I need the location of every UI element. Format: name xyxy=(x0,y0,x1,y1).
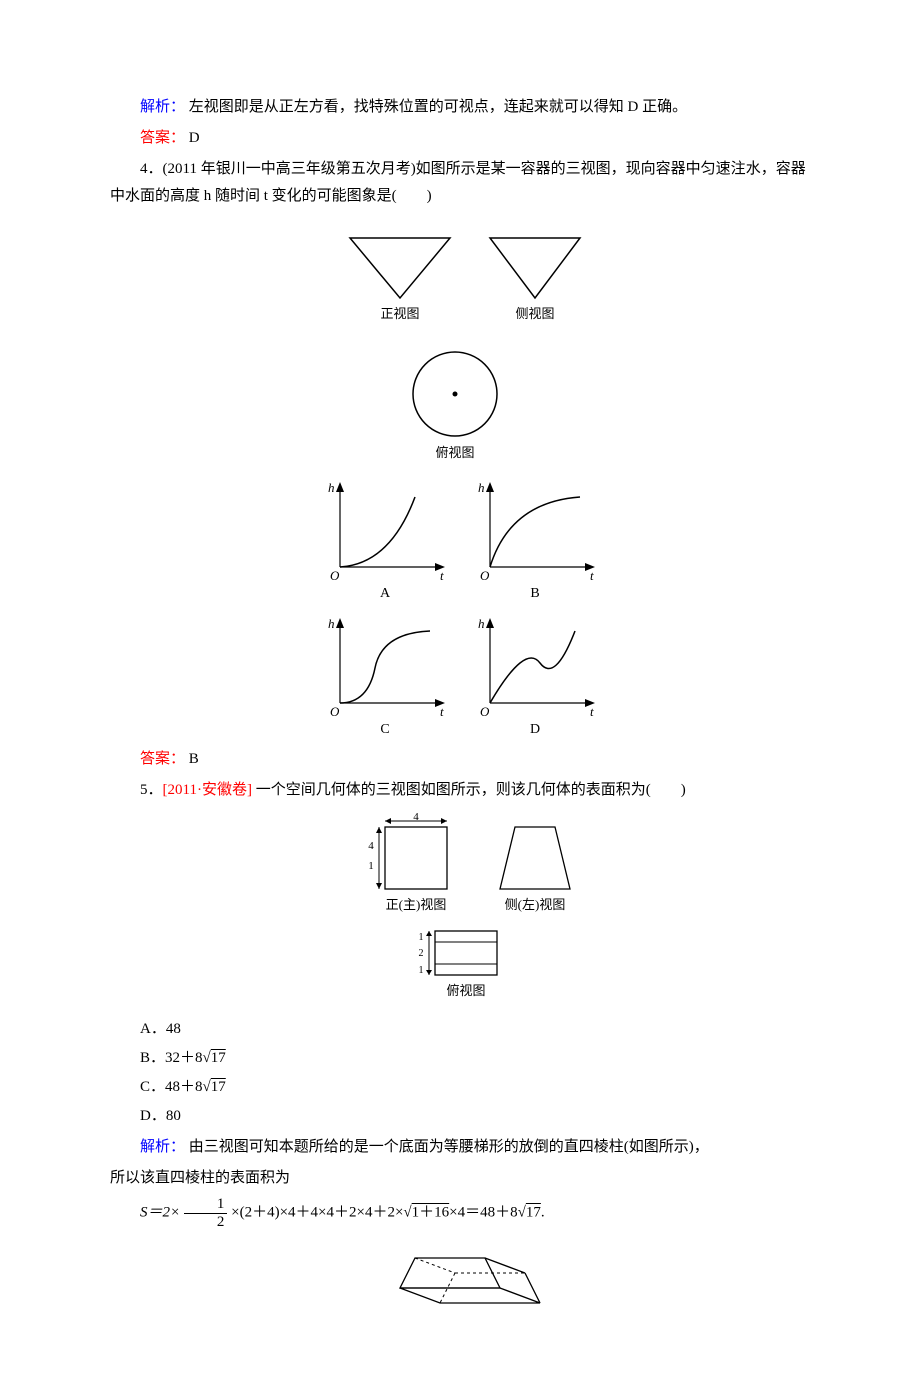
q5-text: 一个空间几何体的三视图如图所示，则该几何体的表面积为( ) xyxy=(252,782,686,798)
svg-text:侧(左)视图: 侧(左)视图 xyxy=(505,897,566,912)
svg-text:1: 1 xyxy=(419,965,424,976)
q5-source: [2011·安徽卷] xyxy=(163,782,252,798)
answer-label: 答案： xyxy=(140,130,185,146)
svg-text:t: t xyxy=(440,568,444,583)
svg-text:正(主)视图: 正(主)视图 xyxy=(386,897,447,912)
analysis-label: 解析： xyxy=(140,99,185,115)
svg-text:h: h xyxy=(328,616,335,631)
option-c: C．48＋8√17 xyxy=(140,1074,810,1101)
svg-text:2: 2 xyxy=(419,948,424,959)
analysis-text: 由三视图可知本题所给的是一个底面为等腰梯形的放倒的直四棱柱(如图所示)， xyxy=(189,1139,709,1155)
svg-text:O: O xyxy=(330,568,340,583)
front-side-view-svg: 正视图 侧视图 xyxy=(330,218,590,338)
answer-text: B xyxy=(189,751,199,767)
option-d: D．80 xyxy=(140,1103,810,1130)
front-label: 正视图 xyxy=(380,306,419,321)
question-5: 5．[2011·安徽卷] 一个空间几何体的三视图如图所示，则该几何体的表面积为(… xyxy=(110,777,810,804)
svg-text:1: 1 xyxy=(419,932,424,943)
q5-views-figure: 4 4 1 正(主)视图 侧(左)视图 1 2 1 俯视图 xyxy=(110,812,810,1008)
svg-text:O: O xyxy=(330,704,340,719)
option-a: A．48 xyxy=(140,1016,810,1043)
formula-5: S＝2× 1 2 ×(2＋4)×4＋4×4＋2×4＋2×√1＋16×4＝48＋8… xyxy=(110,1196,810,1230)
answer-4: 答案： B xyxy=(110,746,810,773)
answer-label: 答案： xyxy=(140,751,185,767)
svg-text:1: 1 xyxy=(368,860,374,872)
svg-text:O: O xyxy=(480,568,490,583)
svg-text:h: h xyxy=(478,616,485,631)
graphs-row-1: h t O A h t O B h t O C xyxy=(110,472,810,738)
svg-text:C: C xyxy=(380,722,389,737)
answer-text: D xyxy=(189,130,200,146)
q5-options: A．48 B．32＋8√17 C．48＋8√17 D．80 xyxy=(140,1016,810,1130)
svg-text:O: O xyxy=(480,704,490,719)
answer-1: 答案： D xyxy=(110,125,810,152)
fraction: 1 2 xyxy=(184,1196,228,1230)
svg-text:A: A xyxy=(380,586,391,601)
q5-prefix: 5． xyxy=(140,782,163,798)
analysis-1: 解析： 左视图即是从正左方看，找特殊位置的可视点，连起来就可以得知 D 正确。 xyxy=(110,94,810,121)
top-view-svg: 俯视图 xyxy=(395,344,525,464)
question-4: 4．(2011 年银川一中高三年级第五次月考)如图所示是某一容器的三视图，现向容… xyxy=(110,156,810,210)
side-label: 侧视图 xyxy=(515,306,554,321)
svg-text:B: B xyxy=(530,586,539,601)
analysis-text: 左视图即是从正左方看，找特殊位置的可视点，连起来就可以得知 D 正确。 xyxy=(189,99,687,115)
analysis-text2: 所以该直四棱柱的表面积为 xyxy=(110,1170,290,1186)
analysis-label: 解析： xyxy=(140,1139,185,1155)
top-label: 俯视图 xyxy=(435,445,474,460)
analysis-5b: 所以该直四棱柱的表面积为 xyxy=(110,1165,810,1192)
svg-text:t: t xyxy=(590,704,594,719)
q5-front-side-svg: 4 4 1 正(主)视图 侧(左)视图 xyxy=(325,812,595,917)
svg-text:h: h xyxy=(478,480,485,495)
svg-text:D: D xyxy=(530,722,540,737)
q4-text: 4．(2011 年银川一中高三年级第五次月考)如图所示是某一容器的三视图，现向容… xyxy=(110,161,806,204)
svg-text:俯视图: 俯视图 xyxy=(446,983,485,998)
svg-text:4: 4 xyxy=(413,812,419,823)
graphs-ab-svg: h t O A h t O B xyxy=(310,472,610,602)
svg-text:h: h xyxy=(328,480,335,495)
svg-text:t: t xyxy=(590,568,594,583)
option-b: B．32＋8√17 xyxy=(140,1045,810,1072)
three-views-figure: 正视图 侧视图 俯视图 xyxy=(110,218,810,464)
graphs-cd-svg: h t O C h t O D xyxy=(310,608,610,738)
q5-top-svg: 1 2 1 俯视图 xyxy=(380,923,540,1008)
analysis-5: 解析： 由三视图可知本题所给的是一个底面为等腰梯形的放倒的直四棱柱(如图所示)， xyxy=(110,1134,810,1161)
svg-text:t: t xyxy=(440,704,444,719)
svg-text:4: 4 xyxy=(368,840,374,852)
